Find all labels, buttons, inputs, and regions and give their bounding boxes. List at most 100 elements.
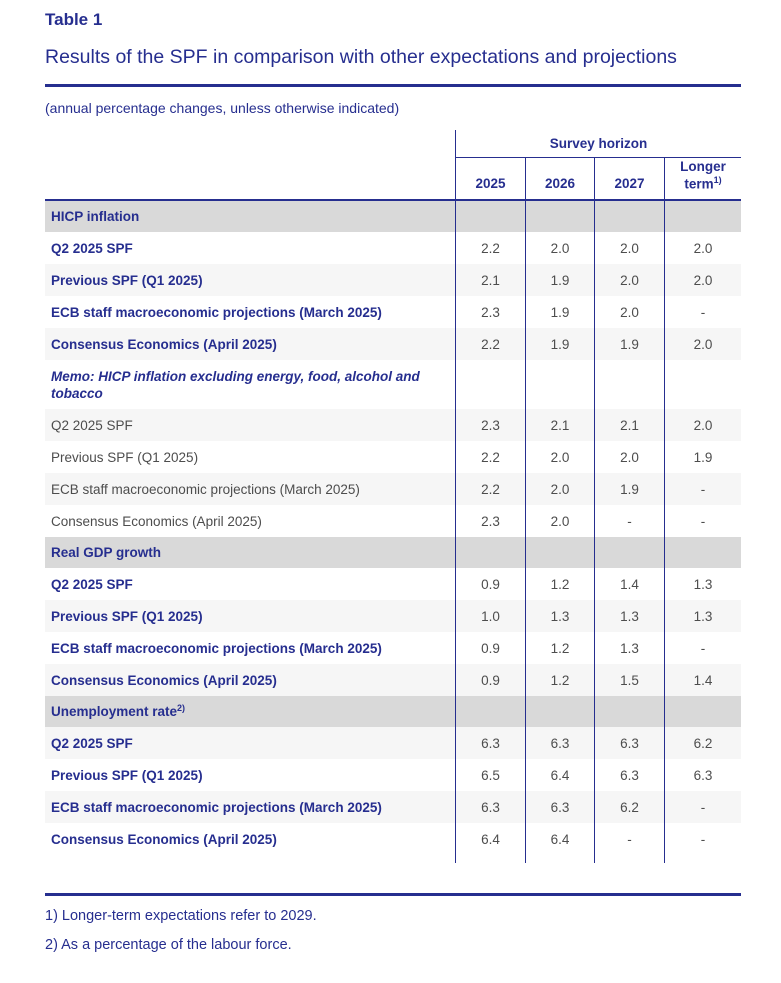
value-cell: 6.2 [664, 727, 741, 759]
value-cell: - [664, 791, 741, 823]
column-header-label: 2026 [544, 176, 576, 191]
value-cell: 2.2 [455, 441, 525, 473]
value-cell: 2.0 [594, 296, 664, 328]
document-page: Table 1 Results of the SPF in comparison… [45, 10, 741, 953]
value-cell: 2.0 [594, 441, 664, 473]
table-row: Consensus Economics (April 2025) 0.9 1.2 1.… [45, 664, 741, 696]
table-row: Previous SPF (Q1 2025) 1.0 1.3 1.3 1.3 [45, 600, 741, 632]
value-cell: 1.2 [525, 664, 594, 696]
value-cell: 2.2 [455, 232, 525, 264]
table-row: Q2 2025 SPF 2.2 2.0 2.0 2.0 [45, 232, 741, 264]
table-row: ECB staff macroeconomic projections (Mar… [45, 296, 741, 328]
tail-cell [594, 855, 664, 863]
value-cell: 1.3 [664, 568, 741, 600]
table-row: Previous SPF (Q1 2025) 2.2 2.0 2.0 1.9 [45, 441, 741, 473]
value-cell: 6.5 [455, 759, 525, 791]
column-header-label: 2025 [475, 176, 506, 191]
value-cell: 1.3 [594, 632, 664, 664]
value-cell: 2.2 [455, 328, 525, 360]
survey-horizon-row: Survey horizon [45, 130, 741, 158]
column-header-longer-term: Longer term1) [664, 158, 741, 199]
value-cell: 0.9 [455, 568, 525, 600]
value-cell [664, 201, 741, 232]
row-label: ECB staff macroeconomic projections (Mar… [51, 481, 360, 497]
row-label: ECB staff macroeconomic projections (Mar… [51, 304, 382, 320]
value-cell: 1.9 [594, 328, 664, 360]
value-cell: 2.2 [455, 473, 525, 505]
value-cell: 2.0 [525, 473, 594, 505]
table-row: Previous SPF (Q1 2025) 6.5 6.4 6.3 6.3 [45, 759, 741, 791]
value-cell: 1.5 [594, 664, 664, 696]
value-cell [525, 360, 594, 409]
table-tail-row [45, 855, 741, 863]
value-cell: 1.9 [664, 441, 741, 473]
footnote-1: 1) Longer-term expectations refer to 202… [45, 908, 317, 924]
value-cell: 2.0 [525, 441, 594, 473]
value-cell: 6.3 [525, 791, 594, 823]
value-cell: 1.4 [664, 664, 741, 696]
table-body: HICP inflation Q2 2025 SPF 2.2 2.0 2.0 2.0 Pre… [45, 201, 741, 855]
value-cell: 1.2 [525, 568, 594, 600]
value-cell: 2.0 [594, 232, 664, 264]
value-cell: 2.1 [455, 264, 525, 296]
spf-results-table: Survey horizon 2025 2026 2027 Longer ter… [45, 130, 741, 863]
value-cell: 2.3 [455, 409, 525, 441]
column-header-2026: 2026 [525, 158, 594, 199]
value-cell: 1.4 [594, 568, 664, 600]
tail-cell [455, 855, 525, 863]
value-cell: 2.1 [594, 409, 664, 441]
table-row: Q2 2025 SPF 6.3 6.3 6.3 6.2 [45, 727, 741, 759]
value-cell: 2.0 [664, 264, 741, 296]
row-label: Previous SPF (Q1 2025) [51, 767, 203, 783]
footnote-divider [45, 893, 741, 896]
title-divider [45, 84, 741, 87]
memo-header-row: Memo: HICP inflation excluding energy, f… [45, 360, 741, 409]
header-spacer [45, 130, 455, 158]
row-label: Consensus Economics (April 2025) [51, 672, 277, 688]
value-cell: 1.9 [525, 328, 594, 360]
value-cell: 2.0 [525, 505, 594, 537]
tail-cell [664, 855, 741, 863]
value-cell: - [664, 632, 741, 664]
value-cell [664, 360, 741, 409]
units-note: (annual percentage changes, unless other… [45, 100, 400, 116]
section-header-row: Unemployment rate 2) [45, 696, 741, 727]
table-row: ECB staff macroeconomic projections (Mar… [45, 473, 741, 505]
survey-horizon-header: Survey horizon [455, 130, 741, 158]
row-label: Consensus Economics (April 2025) [51, 336, 277, 352]
value-cell: - [664, 296, 741, 328]
row-label: Previous SPF (Q1 2025) [51, 608, 203, 624]
row-label: Unemployment rate 2) [51, 703, 186, 720]
value-cell: 6.3 [594, 727, 664, 759]
value-cell: 6.4 [455, 823, 525, 855]
section-header-row: HICP inflation [45, 201, 741, 232]
value-cell [664, 696, 741, 727]
value-cell [594, 201, 664, 232]
section-header-row: Real GDP growth [45, 537, 741, 568]
row-label: ECB staff macroeconomic projections (Mar… [51, 640, 382, 656]
page-title: Results of the SPF in comparison with ot… [45, 46, 677, 68]
value-cell [594, 696, 664, 727]
column-header-row: 2025 2026 2027 Longer term1) [45, 158, 741, 201]
row-label: Previous SPF (Q1 2025) [51, 272, 203, 288]
table-row: Q2 2025 SPF 2.3 2.1 2.1 2.0 [45, 409, 741, 441]
value-cell: 2.3 [455, 296, 525, 328]
value-cell: 2.0 [664, 328, 741, 360]
value-cell: 6.3 [664, 759, 741, 791]
value-cell: 6.4 [525, 823, 594, 855]
row-label: Memo: HICP inflation excluding energy, f… [51, 368, 420, 401]
header-spacer [45, 158, 455, 199]
value-cell: - [664, 505, 741, 537]
value-cell: 6.3 [455, 791, 525, 823]
value-cell [455, 201, 525, 232]
column-header-2025: 2025 [455, 158, 525, 199]
value-cell: 1.0 [455, 600, 525, 632]
row-label: ECB staff macroeconomic projections (Mar… [51, 799, 382, 815]
footnote-marker: 2) [177, 703, 186, 713]
value-cell [455, 360, 525, 409]
column-header-2027: 2027 [594, 158, 664, 199]
row-label: Q2 2025 SPF [51, 735, 133, 751]
table-row: Previous SPF (Q1 2025) 2.1 1.9 2.0 2.0 [45, 264, 741, 296]
table-row: ECB staff macroeconomic projections (Mar… [45, 632, 741, 664]
value-cell: 6.4 [525, 759, 594, 791]
